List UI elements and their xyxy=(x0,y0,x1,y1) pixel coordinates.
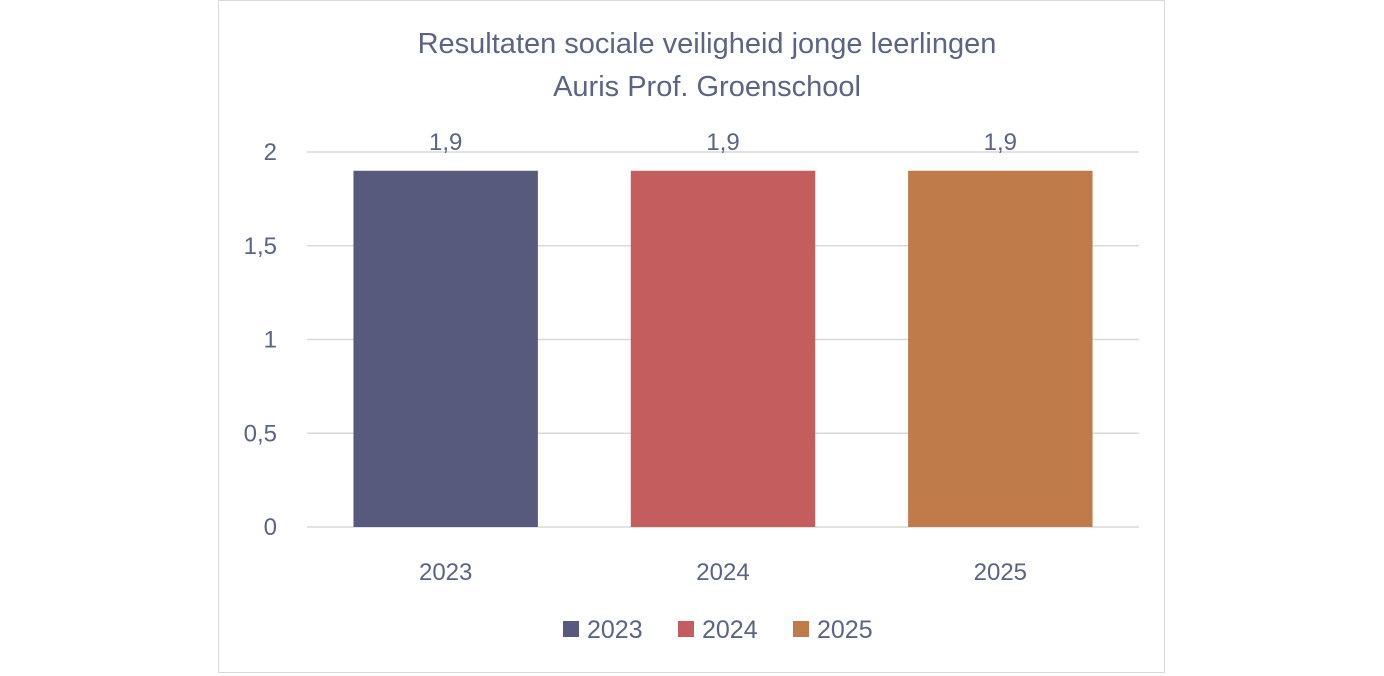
y-tick-label: 2 xyxy=(264,139,277,166)
y-tick-label: 1,5 xyxy=(244,233,277,260)
x-axis-tick-labels: 2023 2024 2025 xyxy=(419,559,1027,586)
x-tick-label-2024: 2024 xyxy=(696,559,749,586)
chart-title-line-1: Resultaten sociale veiligheid jonge leer… xyxy=(418,28,997,60)
legend-label-2025: 2025 xyxy=(817,616,873,644)
data-label-2025: 1,9 xyxy=(984,129,1017,156)
chart-title-line-2: Auris Prof. Groenschool xyxy=(553,71,861,103)
y-axis-tick-labels: 0 0,5 1 1,5 2 xyxy=(244,139,277,541)
data-label-2024: 1,9 xyxy=(706,129,739,156)
chart-frame: Resultaten sociale veiligheid jonge leer… xyxy=(218,0,1165,673)
bar-2023 xyxy=(353,170,538,527)
legend-label-2023: 2023 xyxy=(587,616,643,644)
y-tick-label: 0,5 xyxy=(244,420,277,447)
x-tick-label-2025: 2025 xyxy=(974,559,1027,586)
bar-chart: Resultaten sociale veiligheid jonge leer… xyxy=(244,28,1139,644)
chart-title: Resultaten sociale veiligheid jonge leer… xyxy=(418,28,997,103)
y-tick-label: 0 xyxy=(264,514,277,541)
legend-swatch-2023 xyxy=(563,621,579,637)
x-tick-label-2023: 2023 xyxy=(419,559,472,586)
bars xyxy=(353,170,1093,527)
bar-2025 xyxy=(908,170,1093,527)
legend-swatch-2024 xyxy=(678,621,694,637)
legend-swatch-2025 xyxy=(793,621,809,637)
legend: 2023 2024 2025 xyxy=(563,616,873,644)
data-label-2023: 1,9 xyxy=(429,129,462,156)
y-tick-label: 1 xyxy=(264,327,277,354)
data-labels: 1,9 1,9 1,9 xyxy=(429,129,1017,156)
bar-2024 xyxy=(630,170,816,527)
legend-label-2024: 2024 xyxy=(702,616,758,644)
